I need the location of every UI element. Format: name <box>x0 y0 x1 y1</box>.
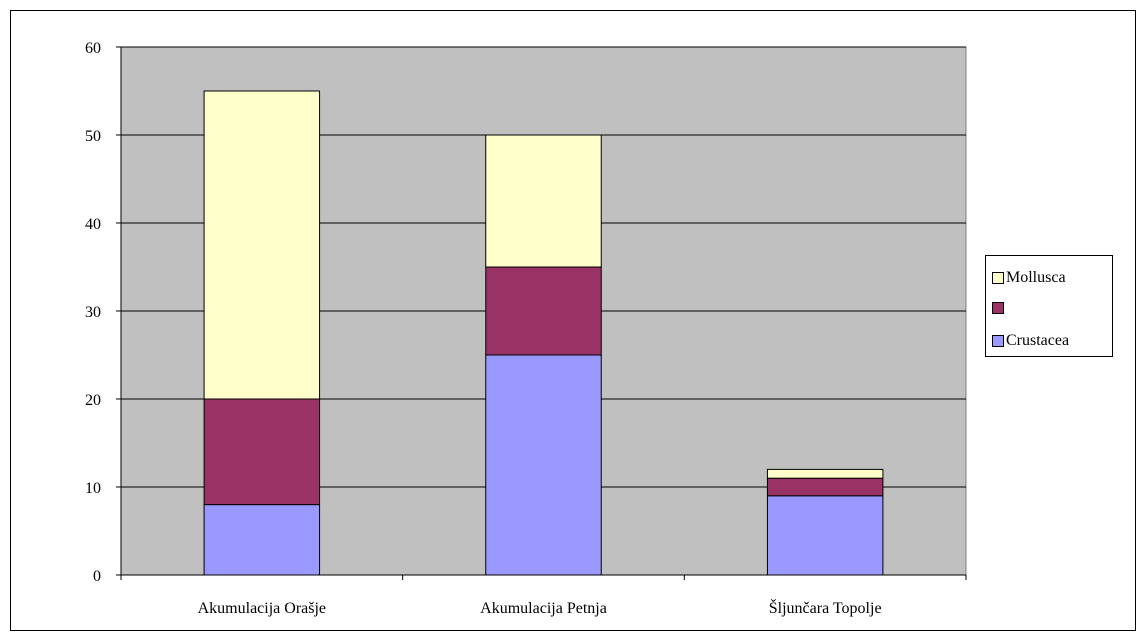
bar-segment <box>766 495 884 576</box>
legend-item-mollusca: Mollusca <box>992 268 1066 288</box>
legend-swatch-mollusca <box>992 272 1004 284</box>
legend: Mollusca Crustacea <box>985 255 1113 357</box>
bar-segment <box>485 266 602 356</box>
y-tick-label: 40 <box>85 216 101 233</box>
x-tick-label: Akumulacija Petnja <box>480 600 607 617</box>
y-tick-label: 60 <box>85 40 101 57</box>
bar-segment <box>485 134 602 268</box>
y-tick-label: 20 <box>85 392 101 409</box>
y-tick-label: 0 <box>93 568 101 585</box>
y-tick-label: 10 <box>85 480 101 497</box>
bar-segment <box>203 90 321 400</box>
legend-swatch-unnamed <box>992 302 1004 314</box>
legend-swatch-crustacea <box>992 335 1004 347</box>
legend-item-unnamed <box>992 298 1006 318</box>
x-tick-label: Akumulacija Orašje <box>198 600 326 617</box>
x-tick-label: Šljunčara Topolje <box>769 598 882 617</box>
bar-segment <box>203 398 321 506</box>
legend-label: Crustacea <box>1006 332 1070 349</box>
bar-segment <box>766 477 884 497</box>
y-tick-label: 50 <box>85 128 101 145</box>
y-tick-label: 30 <box>85 304 101 321</box>
bar-segment <box>485 354 602 576</box>
legend-item-crustacea: Crustacea <box>992 331 1069 351</box>
bar-segment <box>766 468 884 479</box>
bar-segment <box>203 504 321 576</box>
legend-label: Mollusca <box>1006 269 1066 286</box>
